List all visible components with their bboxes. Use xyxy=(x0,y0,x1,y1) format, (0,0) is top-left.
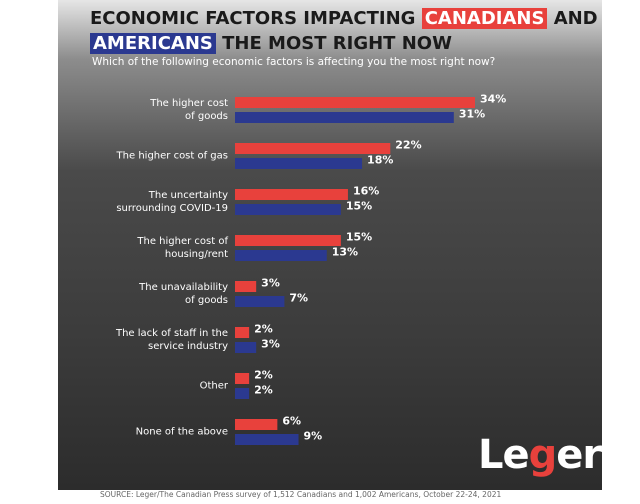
title-part: THE MOST RIGHT NOW xyxy=(215,33,452,54)
category-label: The unavailability of goods xyxy=(139,282,228,306)
logo-part: er xyxy=(556,432,602,478)
value-label: 18% xyxy=(367,154,393,167)
bar xyxy=(235,235,341,246)
value-label: 7% xyxy=(289,292,308,305)
bar xyxy=(235,97,475,108)
category-label: The uncertainty surrounding COVID-19 xyxy=(116,190,228,214)
title-highlight: AMERICANS xyxy=(90,33,216,54)
bar xyxy=(235,189,348,200)
bar xyxy=(235,250,327,261)
value-label: 9% xyxy=(304,430,323,443)
category-label: The higher cost of goods xyxy=(150,98,228,122)
bar xyxy=(235,204,341,215)
value-label: 34% xyxy=(480,93,506,106)
bar xyxy=(235,419,278,430)
chart-title: ECONOMIC FACTORS IMPACTING CANADIANS AND… xyxy=(90,6,610,56)
value-label: 6% xyxy=(282,415,301,428)
bar xyxy=(235,158,363,169)
bar xyxy=(235,388,250,399)
source: SOURCE: Leger/The Canadian Press survey … xyxy=(100,490,502,499)
category-label: The higher cost of housing/rent xyxy=(137,236,228,260)
value-label: 13% xyxy=(332,246,358,259)
value-label: 16% xyxy=(353,185,379,198)
bar xyxy=(235,342,257,353)
value-label: 3% xyxy=(261,338,280,351)
category-label: Other xyxy=(199,380,228,392)
bar xyxy=(235,143,391,154)
logo: Leger xyxy=(478,432,602,478)
value-label: 2% xyxy=(254,369,273,382)
category-label: The lack of staff in the service industr… xyxy=(115,328,228,352)
title-part: ECONOMIC FACTORS IMPACTING xyxy=(90,8,422,29)
value-label: 15% xyxy=(346,231,372,244)
value-label: 2% xyxy=(254,323,273,336)
category-label: The higher cost of gas xyxy=(116,150,228,162)
bar xyxy=(235,434,299,445)
bar xyxy=(235,373,250,384)
subtitle: Which of the following economic factors … xyxy=(92,56,496,68)
bar xyxy=(235,112,454,123)
bar xyxy=(235,327,250,338)
value-label: 31% xyxy=(459,108,485,121)
bar xyxy=(235,281,257,292)
value-label: 22% xyxy=(395,139,421,152)
title-part: AND xyxy=(547,8,598,29)
bar xyxy=(235,296,285,307)
title-highlight: CANADIANS xyxy=(421,8,548,29)
category-label: None of the above xyxy=(135,426,228,438)
value-label: 2% xyxy=(254,384,273,397)
value-label: 3% xyxy=(261,277,280,290)
logo-part: g xyxy=(528,432,558,478)
value-label: 15% xyxy=(346,200,372,213)
logo-part: Le xyxy=(478,432,530,478)
